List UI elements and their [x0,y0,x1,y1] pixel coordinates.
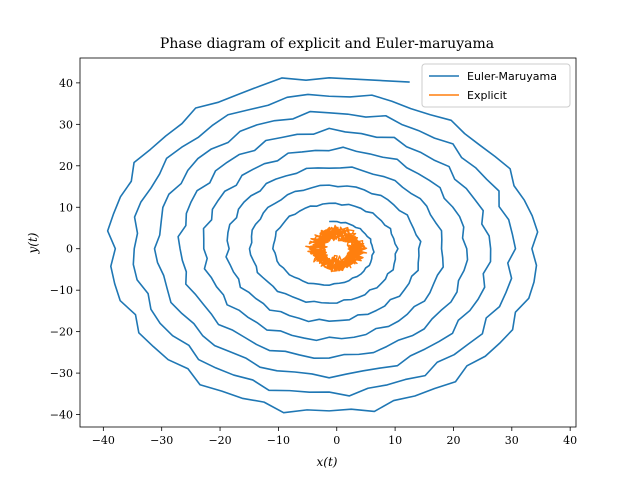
legend-label-euler-maruyama: Euler-Maruyama [467,70,557,83]
y-tick-label: 40 [59,77,73,90]
chart-title: Phase diagram of explicit and Euler-maru… [160,36,494,52]
y-tick-label: −30 [50,367,73,380]
y-tick-label: −10 [50,284,73,297]
axes-frame [79,57,577,428]
y-axis: −40 −30 −20 −10 0 10 20 30 40 [50,77,80,422]
y-tick-label: −20 [50,326,73,339]
y-tick-label: 30 [59,118,73,131]
plot-area [106,76,539,414]
legend-box [421,63,571,108]
y-tick-label: −40 [50,409,73,422]
y-axis-label: y(t) [26,232,40,254]
x-tick-label: 0 [333,434,340,447]
x-tick-label: 10 [388,434,402,447]
x-tick-label: 30 [505,434,519,447]
series-line-euler-maruyama [106,76,539,414]
legend-label-explicit: Explicit [467,89,508,102]
y-tick-label: 0 [66,243,73,256]
legend: Euler-Maruyama Explicit [421,63,571,108]
x-tick-label: −10 [267,434,290,447]
x-tick-label: 40 [563,434,577,447]
x-tick-label: −20 [208,434,231,447]
x-axis-label: x(t) [317,455,338,469]
series-line-explicit [305,224,368,273]
y-tick-label: 10 [59,201,73,214]
x-tick-label: −40 [92,434,115,447]
y-tick-label: 20 [59,160,73,173]
x-tick-label: 20 [446,434,460,447]
x-axis: −40 −30 −20 −10 0 10 20 30 40 [92,427,577,447]
x-tick-label: −30 [150,434,173,447]
